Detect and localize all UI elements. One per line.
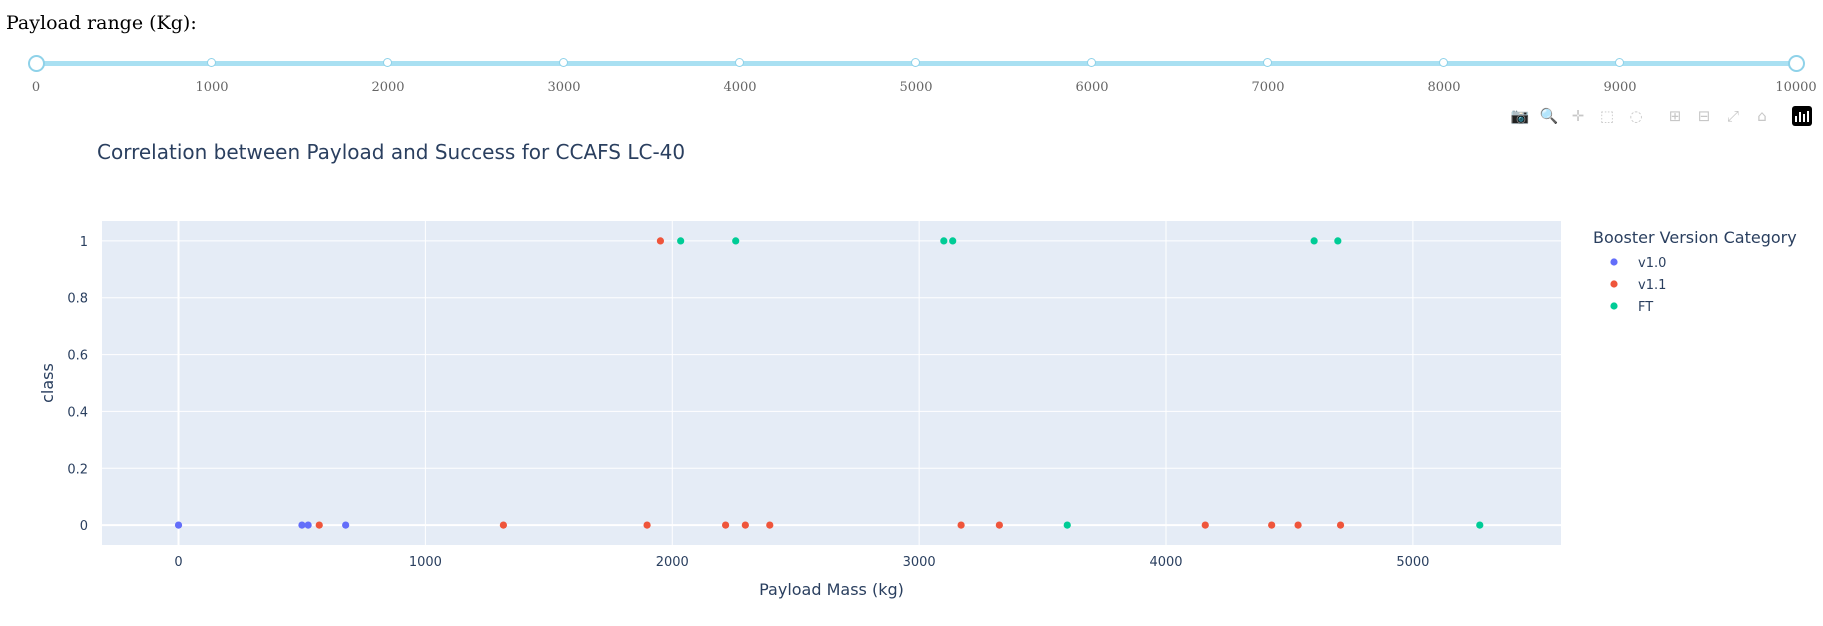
plot-area[interactable]: [102, 221, 1561, 545]
slider-handle-max[interactable]: [1788, 55, 1805, 72]
slider-mark-dot[interactable]: [1087, 58, 1096, 67]
data-point-ft[interactable]: [1310, 237, 1318, 245]
slider-mark-label: 1000: [195, 80, 229, 95]
payload-range-label: Payload range (Kg):: [6, 12, 197, 34]
chart-title: Correlation between Payload and Success …: [97, 140, 686, 164]
legend-marker[interactable]: [1610, 302, 1618, 310]
data-point-v1-1[interactable]: [741, 521, 749, 529]
plot-modebar: 📷 🔍 ✛ ⬚ ◌ ⊞ ⊟ ⤢ ⌂: [1509, 104, 1812, 128]
slider-mark-label: 6000: [1075, 80, 1109, 95]
slider-mark-label: 10000: [1775, 80, 1817, 95]
lasso-select-icon[interactable]: ◌: [1629, 107, 1643, 125]
x-tick-label: 5000: [1396, 555, 1429, 570]
plotly-logo-icon[interactable]: [1792, 106, 1812, 126]
x-axis-title: Payload Mass (kg): [759, 580, 904, 599]
slider-handle-min[interactable]: [28, 55, 45, 72]
data-point-v1-1[interactable]: [995, 521, 1003, 529]
y-tick-label: 0.4: [67, 405, 88, 420]
data-point-v1-1[interactable]: [643, 521, 651, 529]
slider-mark-label: 9000: [1603, 80, 1637, 95]
x-tick-label: 4000: [1149, 555, 1182, 570]
x-tick-label: 2000: [656, 555, 689, 570]
slider-mark-label: 4000: [723, 80, 757, 95]
slider-mark-dot[interactable]: [911, 58, 920, 67]
x-tick-label: 3000: [903, 555, 936, 570]
slider-mark-dot[interactable]: [383, 58, 392, 67]
slider-mark-label: 3000: [547, 80, 581, 95]
autoscale-icon[interactable]: ⤢: [1726, 107, 1739, 125]
slider-mark-label: 2000: [371, 80, 405, 95]
zoom-out-icon[interactable]: ⊟: [1697, 107, 1711, 125]
legend-marker[interactable]: [1610, 258, 1618, 266]
slider-mark-label: 0: [31, 80, 41, 95]
data-point-v1-1[interactable]: [315, 521, 323, 529]
data-point-ft[interactable]: [732, 237, 740, 245]
slider-mark-label: 5000: [899, 80, 933, 95]
slider-mark-dot[interactable]: [1263, 58, 1272, 67]
data-point-ft[interactable]: [677, 237, 685, 245]
slider-mark-dot[interactable]: [1615, 58, 1624, 67]
y-tick-label: 0: [80, 519, 88, 534]
data-point-ft[interactable]: [1476, 521, 1484, 529]
data-point-v1-1[interactable]: [1336, 521, 1345, 529]
data-point-ft[interactable]: [1334, 237, 1342, 245]
data-point-v1-1[interactable]: [721, 521, 730, 529]
legend-marker[interactable]: [1610, 280, 1618, 288]
data-point-v1-0[interactable]: [298, 521, 306, 529]
pan-icon[interactable]: ✛: [1571, 107, 1585, 125]
y-tick-label: 0.6: [67, 349, 88, 364]
box-select-icon[interactable]: ⬚: [1599, 107, 1615, 125]
slider-mark-dot[interactable]: [559, 58, 568, 67]
data-point-v1-1[interactable]: [1294, 521, 1302, 529]
data-point-v1-0[interactable]: [342, 521, 350, 529]
y-axis-title: class: [38, 363, 57, 403]
y-tick-label: 0.8: [67, 292, 88, 307]
zoom-icon[interactable]: 🔍: [1539, 107, 1559, 125]
data-point-v1-0[interactable]: [304, 521, 312, 529]
slider-mark-label: 7000: [1251, 80, 1285, 95]
slider-mark-dot[interactable]: [735, 58, 744, 67]
legend-item-label[interactable]: v1.1: [1638, 278, 1666, 293]
legend-item-label[interactable]: FT: [1638, 300, 1653, 315]
data-point-v1-1[interactable]: [499, 521, 508, 529]
y-tick-label: 1: [80, 235, 88, 250]
data-point-v1-1[interactable]: [766, 521, 774, 529]
data-point-v1-1[interactable]: [1268, 521, 1276, 529]
data-point-v1-1[interactable]: [656, 237, 665, 245]
data-point-v1-0[interactable]: [174, 521, 183, 529]
data-point-v1-1[interactable]: [957, 521, 965, 529]
data-point-v1-1[interactable]: [1201, 521, 1209, 529]
data-point-ft[interactable]: [940, 237, 948, 245]
slider-mark-dot[interactable]: [207, 58, 216, 67]
legend-title: Booster Version Category: [1593, 228, 1797, 247]
slider-mark-label: 8000: [1427, 80, 1461, 95]
camera-icon[interactable]: 📷: [1510, 107, 1530, 125]
legend-item-label[interactable]: v1.0: [1638, 256, 1666, 271]
y-tick-label: 0.2: [67, 462, 88, 477]
slider-mark-dot[interactable]: [1439, 58, 1448, 67]
x-tick-label: 0: [174, 555, 182, 570]
data-point-ft[interactable]: [1063, 521, 1071, 529]
reset-axes-icon[interactable]: ⌂: [1757, 107, 1767, 125]
zoom-in-icon[interactable]: ⊞: [1668, 107, 1682, 125]
x-tick-label: 1000: [409, 555, 442, 570]
data-point-ft[interactable]: [949, 237, 957, 245]
